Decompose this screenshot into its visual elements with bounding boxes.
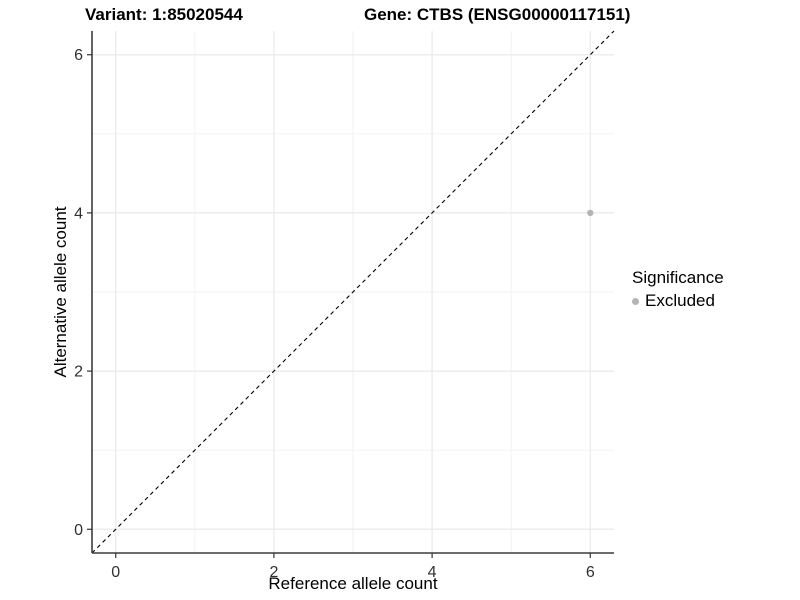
- x-tick-label: 4: [428, 564, 437, 581]
- x-tick-label: 0: [111, 564, 120, 581]
- plot-title-variant: Variant: 1:85020544: [85, 5, 243, 24]
- x-axis-title: Reference allele count: [268, 574, 438, 593]
- y-tick-label: 2: [74, 364, 83, 381]
- legend-item-excluded: Excluded: [632, 291, 724, 311]
- plot-title-gene: Gene: CTBS (ENSG00000117151): [364, 5, 631, 24]
- legend-title: Significance: [632, 268, 724, 287]
- y-tick-label: 6: [74, 47, 83, 64]
- y-tick-label: 0: [74, 522, 83, 539]
- legend-point-icon: [632, 297, 639, 305]
- legend-item-label: Excluded: [645, 291, 715, 310]
- data-point: [587, 209, 594, 217]
- y-axis-title: Alternative allele count: [51, 206, 70, 378]
- x-tick-label: 2: [269, 564, 278, 581]
- x-tick-label: 6: [586, 564, 595, 581]
- identity-line: [91, 30, 615, 554]
- y-tick-label: 4: [74, 205, 83, 222]
- legend: Significance Excluded: [632, 268, 724, 311]
